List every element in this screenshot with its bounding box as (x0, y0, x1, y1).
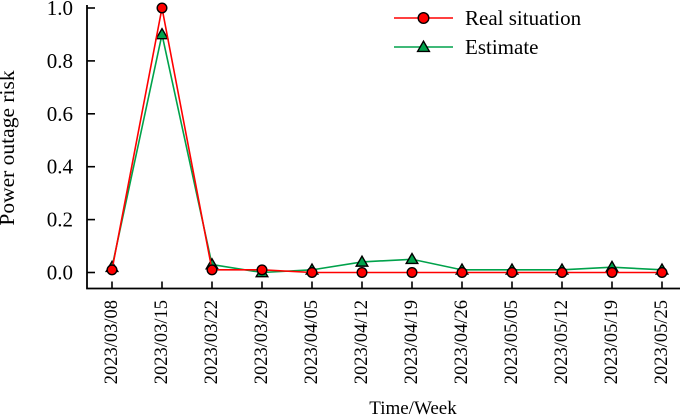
x-tick-label: 2023/04/19 (402, 300, 422, 384)
y-tick-label: 0.4 (47, 155, 74, 179)
x-tick-label: 2023/04/05 (302, 300, 322, 384)
y-axis-title: Power outage risk (0, 70, 19, 225)
legend-label-real-situation: Real situation (465, 6, 582, 30)
marker-triangle-estimate (354, 254, 370, 267)
y-tick-label: 0.2 (47, 208, 73, 232)
marker-circle-real-situation (156, 2, 168, 14)
marker-circle-real-situation (106, 264, 118, 276)
x-tick-label: 2023/04/26 (452, 300, 472, 384)
marker-circle-real-situation (306, 267, 318, 279)
marker-circle-real-situation (506, 267, 518, 279)
axes-spine (86, 5, 680, 290)
marker-circle-real-situation (456, 267, 468, 279)
marker-circle-real-situation (656, 267, 668, 279)
legend-circle-marker-icon (417, 11, 430, 25)
x-tick-label: 2023/05/05 (502, 300, 522, 384)
x-tick-label: 2023/05/25 (652, 300, 672, 384)
y-tick-label: 1.0 (47, 0, 73, 20)
legend-triangle-marker-icon (416, 39, 431, 53)
y-tick-label: 0.0 (47, 261, 73, 285)
x-tick-label: 2023/03/22 (202, 300, 222, 384)
marker-circle-real-situation (206, 264, 218, 276)
series-line-real-situation (111, 7, 662, 274)
marker-circle-real-situation (606, 267, 618, 279)
x-tick-label: 2023/04/12 (352, 300, 372, 384)
marker-triangle-estimate (404, 252, 420, 265)
legend: Real situation Estimate (394, 6, 582, 59)
x-tick-label: 2023/03/29 (252, 300, 272, 384)
x-tick-label: 2023/05/12 (552, 300, 572, 384)
marker-circle-real-situation (556, 267, 568, 279)
legend-label-estimate: Estimate (465, 35, 538, 59)
marker-circle-real-situation (256, 264, 268, 276)
series-line-estimate (111, 34, 663, 274)
legend-item-estimate: Estimate (394, 35, 538, 59)
marker-triangle-estimate (154, 27, 170, 40)
marker-circle-real-situation (406, 267, 418, 279)
plot-area: 0.0 0.2 0.4 0.6 0.8 1.0 2023/03/08 2023/03/15 20… (47, 0, 680, 384)
x-tick-label: 2023/05/19 (602, 300, 622, 384)
x-axis-title: Time/Week (369, 398, 457, 419)
x-tick-label: 2023/03/08 (102, 300, 122, 384)
y-tick-label: 0.6 (47, 102, 73, 126)
y-tick-label: 0.8 (47, 49, 73, 73)
marker-circle-real-situation (356, 267, 368, 279)
legend-item-real-situation: Real situation (394, 6, 582, 30)
x-tick-label: 2023/03/15 (152, 300, 172, 384)
